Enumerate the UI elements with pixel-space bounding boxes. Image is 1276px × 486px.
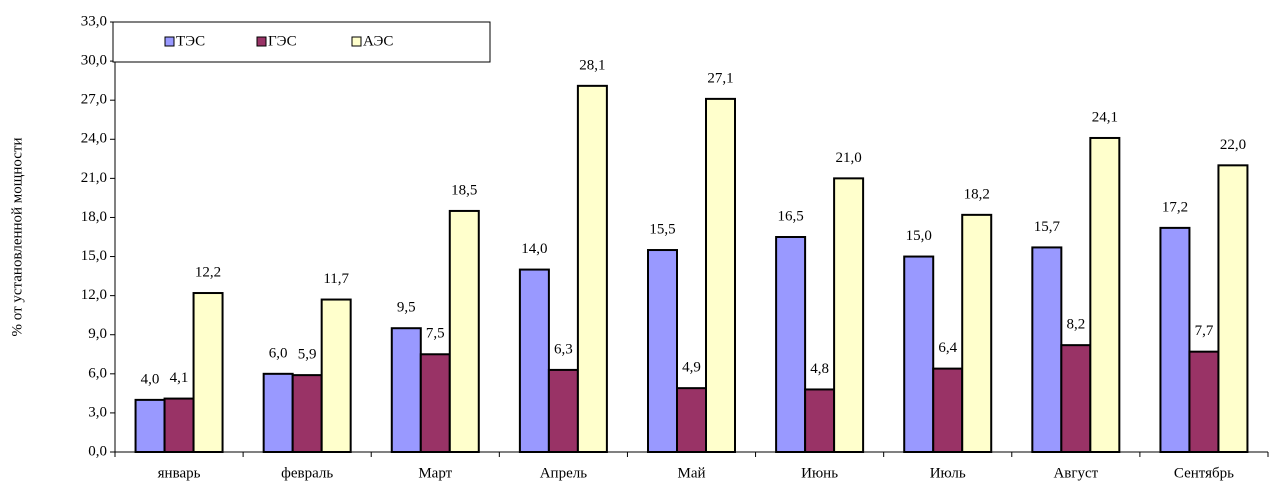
bar [390,327,422,454]
bar [1217,164,1249,453]
value-label: 6,0 [269,345,288,361]
legend-box [112,21,491,63]
y-tick-label: 15,0 [81,248,107,264]
bar [1060,344,1092,454]
bar [448,209,480,453]
value-label: 15,5 [649,221,675,237]
value-label: 27,1 [707,70,733,86]
value-label: 7,7 [1195,323,1214,339]
value-label: 18,2 [964,186,990,202]
value-label: 8,2 [1066,317,1085,333]
bar [419,353,451,454]
legend-swatch [164,36,175,47]
value-label: 11,7 [323,271,349,287]
bar [647,249,678,453]
bar [676,387,707,454]
value-label: 16,5 [777,208,803,224]
value-label: 28,1 [579,57,605,73]
x-tick-label: Июнь [801,465,838,481]
value-label: 5,9 [298,347,317,363]
bar [1188,350,1220,453]
legend-swatch [256,36,267,47]
value-label: 9,5 [397,300,416,316]
bar [932,367,964,453]
value-label: 17,2 [1162,199,1188,215]
bar [1159,226,1191,453]
y-tick-label: 30,0 [81,53,107,69]
value-label: 4,0 [141,371,160,387]
y-tick-label: 6,0 [88,365,107,381]
x-tick-label: январь [158,465,201,481]
value-label: 12,2 [195,264,221,280]
value-label: 7,5 [426,326,445,342]
y-tick-label: 27,0 [81,92,107,108]
y-tick-label: 33,0 [81,13,107,29]
bar [291,374,323,453]
bar [775,236,807,453]
value-label: 15,7 [1034,219,1061,235]
value-label: 15,0 [906,228,932,244]
legend-label: ГЭС [268,33,297,49]
value-label: 21,0 [835,150,861,166]
x-tick-label: Сентябрь [1174,465,1234,481]
x-tick-label: Март [418,465,452,481]
bar [134,398,166,453]
bar [903,255,935,453]
y-tick-label: 3,0 [88,404,107,420]
legend-label: АЭС [363,33,393,49]
bar [262,372,294,453]
x-tick-label: Август [1053,465,1098,481]
y-tick-label: 21,0 [81,170,107,186]
x-tick-label: Май [677,465,705,481]
legend-label: ТЭС [176,33,205,49]
value-label: 6,4 [938,340,957,356]
bar [1031,246,1063,453]
bar [320,298,352,453]
value-label: 4,1 [170,370,189,386]
bar [1089,136,1121,453]
bar [705,97,736,453]
bar [547,368,579,453]
x-tick-label: Апрель [540,465,588,481]
value-label: 4,9 [682,360,701,376]
value-label: 18,5 [451,182,477,198]
y-tick-label: 12,0 [81,287,107,303]
y-tick-label: 9,0 [88,326,107,342]
y-axis-label: % от установленной мощности [9,138,25,337]
bar [804,388,836,454]
bar [192,292,224,453]
x-tick-label: февраль [281,465,333,481]
y-tick-label: 18,0 [81,209,107,225]
value-label: 6,3 [554,341,573,357]
bar [518,268,550,453]
bar [576,84,608,454]
x-tick-label: Июль [930,465,966,481]
y-tick-label: 0,0 [88,443,107,459]
value-label: 4,8 [810,361,829,377]
bar [833,177,865,453]
y-tick-label: 24,0 [81,131,107,147]
legend-swatch [351,36,362,47]
bar [163,397,195,453]
value-label: 24,1 [1092,109,1118,125]
value-label: 22,0 [1220,137,1246,153]
value-label: 14,0 [521,241,547,257]
bar [961,213,993,453]
